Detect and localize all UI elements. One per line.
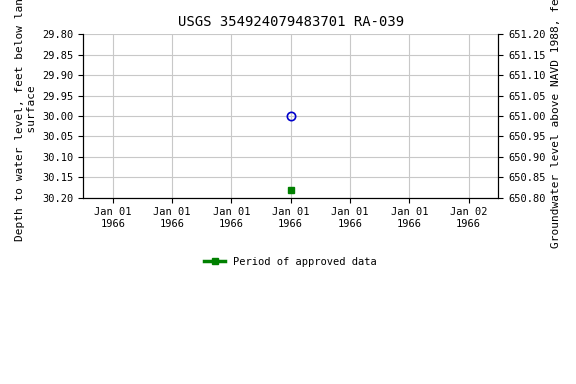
Y-axis label: Depth to water level, feet below land
  surface: Depth to water level, feet below land su… <box>15 0 37 241</box>
Title: USGS 354924079483701 RA-039: USGS 354924079483701 RA-039 <box>177 15 404 29</box>
Y-axis label: Groundwater level above NAVD 1988, feet: Groundwater level above NAVD 1988, feet <box>551 0 561 248</box>
Legend: Period of approved data: Period of approved data <box>200 253 381 271</box>
